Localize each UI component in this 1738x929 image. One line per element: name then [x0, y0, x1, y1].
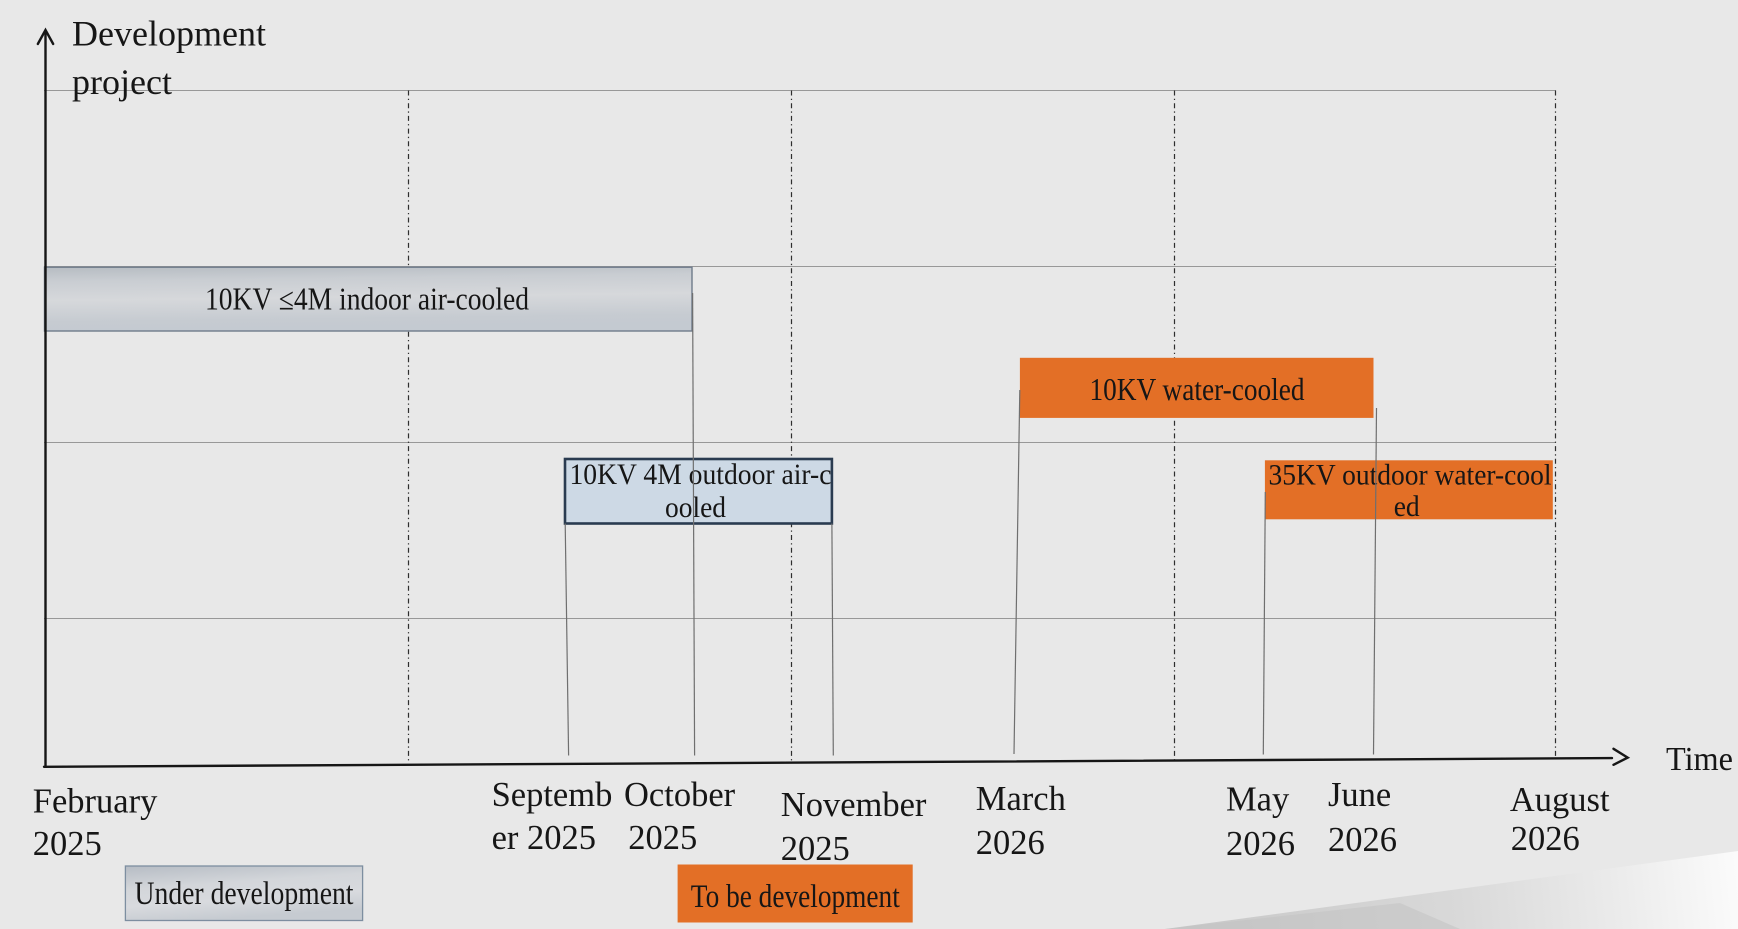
svg-text:March: March: [976, 780, 1066, 818]
svg-text:Under development: Under development: [135, 876, 354, 912]
svg-text:10KV 4M outdoor air-c: 10KV 4M outdoor air-c: [570, 458, 832, 491]
svg-text:project: project: [72, 62, 172, 102]
svg-text:ed: ed: [1394, 490, 1420, 523]
svg-text:2025: 2025: [33, 825, 102, 863]
svg-text:2026: 2026: [976, 824, 1045, 862]
svg-text:2026: 2026: [1226, 825, 1295, 863]
svg-text:October: October: [624, 776, 736, 814]
svg-text:2025: 2025: [628, 819, 697, 857]
svg-text:February: February: [33, 783, 158, 821]
svg-text:Time: Time: [1666, 741, 1733, 778]
svg-text:10KV water-cooled: 10KV water-cooled: [1090, 371, 1305, 407]
svg-text:ooled: ooled: [665, 491, 726, 524]
svg-text:2026: 2026: [1511, 820, 1580, 858]
svg-text:August: August: [1510, 781, 1610, 819]
svg-text:Septemb: Septemb: [492, 776, 613, 814]
svg-text:Development: Development: [72, 14, 266, 54]
svg-text:May: May: [1226, 781, 1290, 819]
svg-text:November: November: [781, 786, 927, 824]
svg-text:2025: 2025: [781, 830, 850, 868]
svg-text:2026: 2026: [1328, 821, 1397, 859]
svg-text:10KV ≤4M indoor air-cooled: 10KV ≤4M indoor air-cooled: [205, 282, 529, 317]
svg-text:June: June: [1328, 776, 1391, 814]
svg-text:35KV outdoor water-cool: 35KV outdoor water-cool: [1269, 459, 1552, 492]
svg-text:To be development: To be development: [691, 879, 900, 915]
svg-text:er 2025: er 2025: [492, 819, 596, 857]
